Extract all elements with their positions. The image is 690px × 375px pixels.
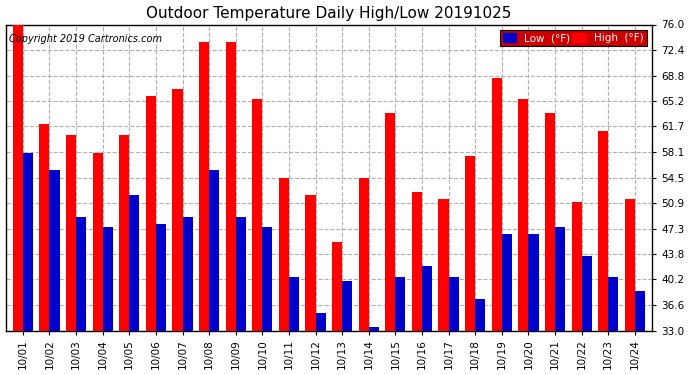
Bar — [92, 153, 103, 330]
Bar — [385, 114, 395, 330]
Bar — [146, 96, 156, 330]
Title: Outdoor Temperature Daily High/Low 20191025: Outdoor Temperature Daily High/Low 20191… — [146, 6, 511, 21]
Bar — [555, 227, 565, 330]
Bar — [253, 99, 262, 330]
Bar — [342, 281, 353, 330]
Bar — [103, 227, 112, 330]
Bar — [50, 170, 59, 330]
Bar — [395, 277, 406, 330]
Bar — [438, 199, 449, 330]
Bar — [571, 202, 582, 330]
Bar — [156, 224, 166, 330]
Bar — [172, 88, 183, 330]
Bar — [624, 199, 635, 330]
Bar — [582, 256, 592, 330]
Bar — [332, 242, 342, 330]
Bar — [236, 217, 246, 330]
Bar — [119, 135, 129, 330]
Text: Copyright 2019 Cartronics.com: Copyright 2019 Cartronics.com — [9, 34, 161, 44]
Bar — [209, 170, 219, 330]
Bar — [289, 277, 299, 330]
Bar — [518, 99, 529, 330]
Bar — [66, 135, 76, 330]
Bar — [23, 153, 33, 330]
Bar — [598, 131, 609, 330]
Bar — [306, 195, 315, 330]
Bar — [635, 291, 645, 330]
Bar — [199, 42, 209, 330]
Bar — [609, 277, 618, 330]
Bar — [412, 192, 422, 330]
Bar — [315, 313, 326, 330]
Bar — [76, 217, 86, 330]
Bar — [545, 114, 555, 330]
Bar — [448, 277, 459, 330]
Bar — [12, 21, 23, 330]
Bar — [39, 124, 50, 330]
Bar — [262, 227, 273, 330]
Bar — [359, 177, 368, 330]
Bar — [183, 217, 193, 330]
Bar — [529, 234, 538, 330]
Bar — [475, 298, 485, 330]
Bar — [279, 177, 289, 330]
Bar — [226, 42, 236, 330]
Bar — [465, 156, 475, 330]
Bar — [422, 267, 432, 330]
Bar — [492, 78, 502, 330]
Bar — [502, 234, 512, 330]
Legend: Low  (°F), High  (°F): Low (°F), High (°F) — [500, 30, 647, 46]
Bar — [368, 327, 379, 330]
Bar — [129, 195, 139, 330]
